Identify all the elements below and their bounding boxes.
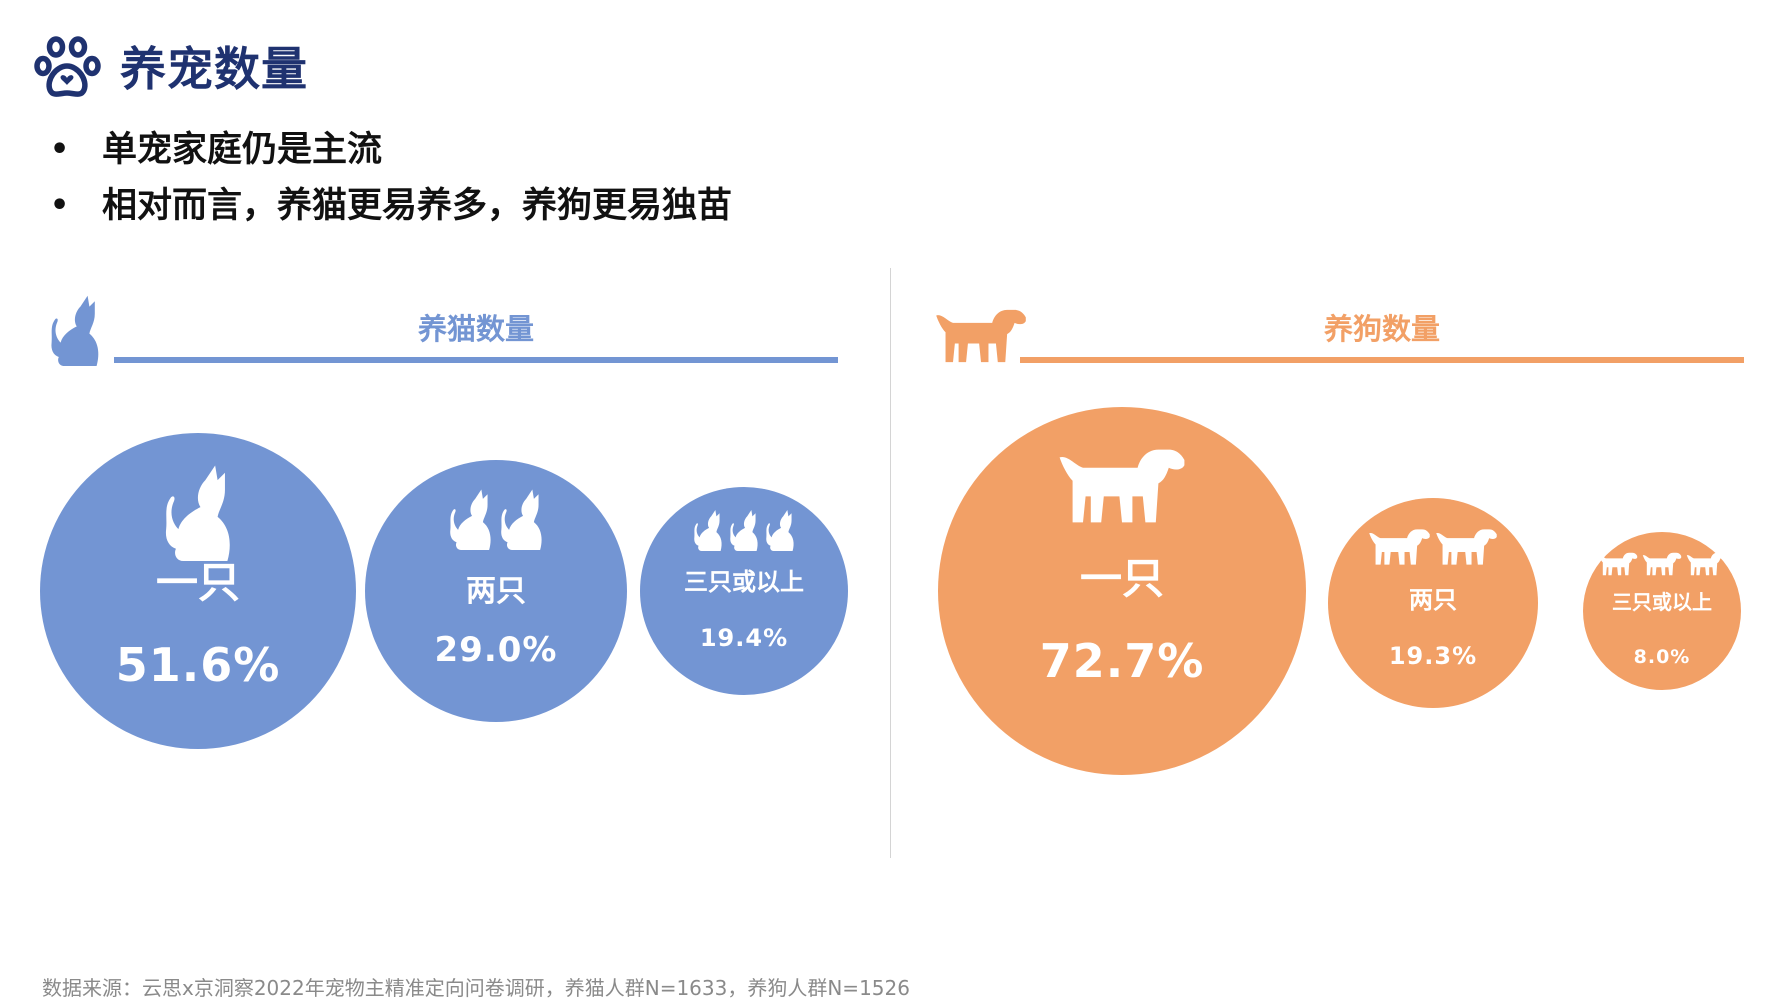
bullet-mark: • <box>50 132 70 167</box>
dog-bubble-value: 72.7% <box>1039 634 1205 688</box>
paw-icon <box>34 36 101 97</box>
cat-bubble-1: 一只 51.6% <box>40 433 356 749</box>
cat-bubble-label: 一只 <box>155 558 240 607</box>
dog-icon-group <box>938 447 1306 525</box>
cat-chart-title: 养猫数量 <box>417 312 534 346</box>
cat-icon <box>692 509 724 551</box>
bullet-mark: • <box>50 188 70 223</box>
dog-icon-group <box>1328 528 1538 566</box>
cat-bubble-3: 三只或以上 19.4% <box>640 487 848 695</box>
dog-icon <box>1598 552 1638 576</box>
cat-bubble-label: 两只 <box>466 574 526 609</box>
dog-bubble-label: 一只 <box>1079 554 1164 603</box>
dog-bubble-label: 三只或以上 <box>1612 590 1712 614</box>
cat-icon <box>728 509 760 551</box>
section-divider <box>890 268 891 858</box>
cat-bubble-value: 29.0% <box>434 630 558 670</box>
dog-icon <box>1686 552 1726 576</box>
cat-icon-group <box>40 463 356 561</box>
dog-bubble-2: 两只 19.3% <box>1328 498 1538 708</box>
dog-bubble-1: 一只 72.7% <box>938 407 1306 775</box>
dog-bubble-value: 19.3% <box>1388 642 1478 670</box>
cat-icon-group <box>365 488 627 550</box>
cat-bubble-value: 19.4% <box>699 624 789 652</box>
data-source-note: 数据来源：云思x京洞察2022年宠物主精准定向问卷调研，养猫人群N=1633，养… <box>42 976 910 1000</box>
cat-icon <box>447 488 494 550</box>
bullet-text: 单宠家庭仍是主流 <box>102 130 383 170</box>
dog-bubble-value: 8.0% <box>1633 646 1691 668</box>
cat-title-underline <box>114 357 838 363</box>
dog-bubble-3: 三只或以上 8.0% <box>1583 532 1741 690</box>
cat-icon-group <box>640 509 848 551</box>
page-title: 养宠数量 <box>120 42 308 96</box>
cat-bubble-value: 51.6% <box>115 638 281 692</box>
bullet-text: 相对而言，养猫更易养多，养狗更易独苗 <box>102 186 733 226</box>
dog-bubble-label: 两只 <box>1409 586 1457 614</box>
bullet-list: • 单宠家庭仍是主流 • 相对而言，养猫更易养多，养狗更易独苗 <box>50 122 732 234</box>
dog-icon <box>1368 528 1431 566</box>
cat-bubble-2: 两只 29.0% <box>365 460 627 722</box>
dog-icon <box>1435 528 1498 566</box>
cat-icon <box>46 294 104 366</box>
bullet-item: • 单宠家庭仍是主流 <box>50 122 732 178</box>
dog-icon <box>1057 447 1187 525</box>
dog-icon <box>934 308 1028 364</box>
cat-icon <box>764 509 796 551</box>
dog-icon-group <box>1583 552 1741 576</box>
dog-icon <box>1642 552 1682 576</box>
cat-bubble-label: 三只或以上 <box>684 568 804 596</box>
bullet-item: • 相对而言，养猫更易养多，养狗更易独苗 <box>50 178 732 234</box>
dog-chart-title: 养狗数量 <box>1323 312 1440 346</box>
cat-icon <box>498 488 545 550</box>
cat-icon <box>161 463 235 561</box>
dog-title-underline <box>1020 357 1744 363</box>
